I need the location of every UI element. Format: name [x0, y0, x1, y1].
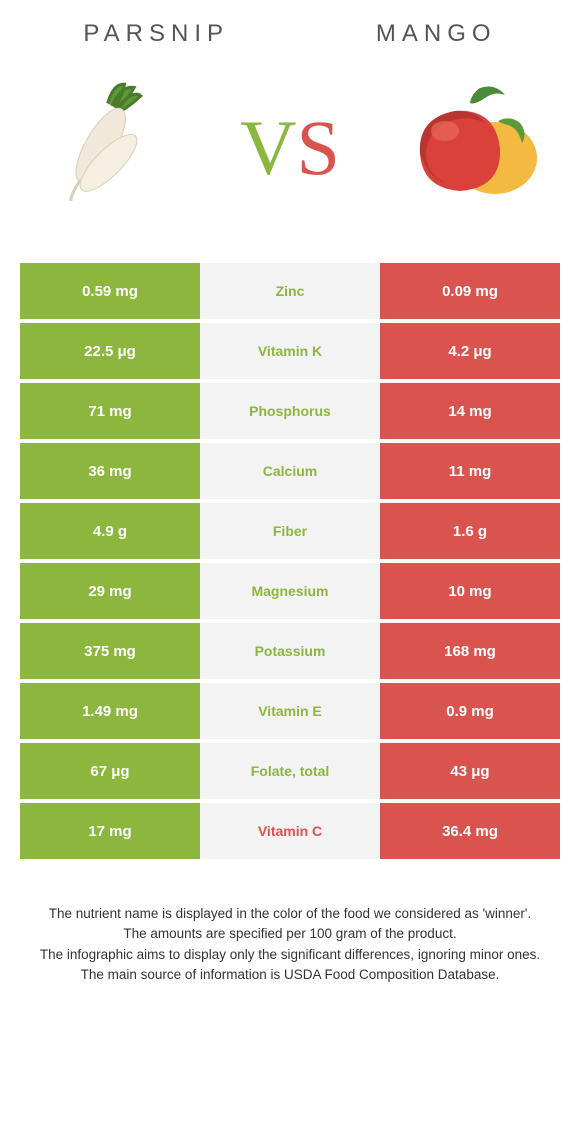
nutrient-label-cell: Zinc — [200, 263, 380, 319]
nutrient-label-cell: Vitamin C — [200, 803, 380, 859]
images-row: VS — [10, 68, 570, 228]
left-value-cell: 71 mg — [20, 383, 200, 439]
nutrient-label-cell: Vitamin K — [200, 323, 380, 379]
left-value-cell: 22.5 μg — [20, 323, 200, 379]
table-row: 375 mgPotassium168 mg — [20, 623, 560, 679]
right-value-cell: 36.4 mg — [380, 803, 560, 859]
left-food-title: PARSNIP — [83, 20, 229, 48]
parsnip-image — [25, 68, 185, 228]
nutrient-label-cell: Vitamin E — [200, 683, 380, 739]
right-value-cell: 4.2 μg — [380, 323, 560, 379]
nutrient-label-cell: Magnesium — [200, 563, 380, 619]
left-value-cell: 0.59 mg — [20, 263, 200, 319]
right-value-cell: 0.9 mg — [380, 683, 560, 739]
right-value-cell: 1.6 g — [380, 503, 560, 559]
vs-v: V — [240, 104, 296, 191]
footer-line-1: The nutrient name is displayed in the co… — [35, 904, 545, 924]
table-row: 1.49 mgVitamin E0.9 mg — [20, 683, 560, 739]
mango-icon — [400, 73, 550, 223]
table-row: 71 mgPhosphorus14 mg — [20, 383, 560, 439]
left-value-cell: 67 μg — [20, 743, 200, 799]
table-row: 36 mgCalcium11 mg — [20, 443, 560, 499]
left-value-cell: 1.49 mg — [20, 683, 200, 739]
left-value-cell: 36 mg — [20, 443, 200, 499]
left-value-cell: 17 mg — [20, 803, 200, 859]
left-value-cell: 375 mg — [20, 623, 200, 679]
right-value-cell: 0.09 mg — [380, 263, 560, 319]
right-value-cell: 43 μg — [380, 743, 560, 799]
left-value-cell: 4.9 g — [20, 503, 200, 559]
nutrient-table: 0.59 mgZinc0.09 mg22.5 μgVitamin K4.2 μg… — [20, 263, 560, 859]
table-row: 22.5 μgVitamin K4.2 μg — [20, 323, 560, 379]
right-food-title: MANGO — [376, 20, 497, 48]
right-value-cell: 14 mg — [380, 383, 560, 439]
footer-notes: The nutrient name is displayed in the co… — [10, 904, 570, 985]
footer-line-2: The amounts are specified per 100 gram o… — [35, 924, 545, 944]
footer-line-4: The main source of information is USDA F… — [35, 965, 545, 985]
table-row: 67 μgFolate, total43 μg — [20, 743, 560, 799]
right-value-cell: 168 mg — [380, 623, 560, 679]
right-value-cell: 10 mg — [380, 563, 560, 619]
mango-image — [395, 68, 555, 228]
nutrient-label-cell: Calcium — [200, 443, 380, 499]
table-row: 29 mgMagnesium10 mg — [20, 563, 560, 619]
table-row: 4.9 gFiber1.6 g — [20, 503, 560, 559]
table-row: 0.59 mgZinc0.09 mg — [20, 263, 560, 319]
left-value-cell: 29 mg — [20, 563, 200, 619]
table-row: 17 mgVitamin C36.4 mg — [20, 803, 560, 859]
nutrient-label-cell: Folate, total — [200, 743, 380, 799]
right-value-cell: 11 mg — [380, 443, 560, 499]
nutrient-label-cell: Potassium — [200, 623, 380, 679]
nutrient-label-cell: Fiber — [200, 503, 380, 559]
vs-label: VS — [240, 103, 340, 193]
parsnip-icon — [30, 73, 180, 223]
vs-s: S — [296, 104, 339, 191]
footer-line-3: The infographic aims to display only the… — [35, 945, 545, 965]
nutrient-label-cell: Phosphorus — [200, 383, 380, 439]
header-row: PARSNIP MANGO — [10, 20, 570, 48]
